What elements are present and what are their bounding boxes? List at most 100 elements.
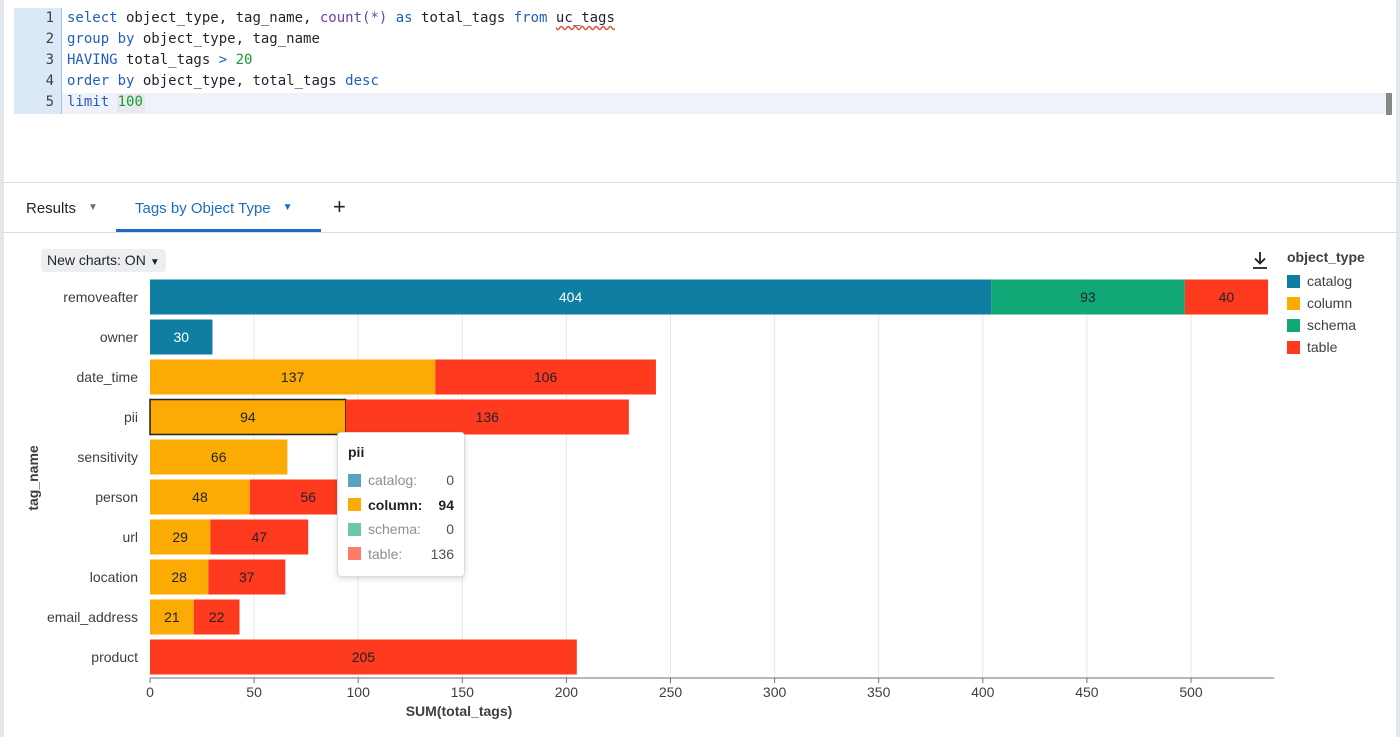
tooltip-row-table: table: 136 bbox=[348, 542, 454, 567]
data-label: 94 bbox=[240, 409, 256, 425]
x-tick-label: 100 bbox=[347, 684, 371, 700]
x-tick-label: 450 bbox=[1075, 684, 1099, 700]
y-tick-label: owner bbox=[100, 329, 138, 345]
x-tick-label: 150 bbox=[451, 684, 475, 700]
chevron-down-icon[interactable]: ▼ bbox=[88, 201, 98, 213]
legend-swatch bbox=[1287, 296, 1300, 310]
code-line-4[interactable]: order by object_type, total_tags desc bbox=[67, 73, 379, 89]
legend-item-column[interactable]: column bbox=[1287, 292, 1365, 314]
new-charts-toggle[interactable]: New charts: ON ▼ bbox=[41, 249, 166, 272]
chart-pane bbox=[0, 233, 1400, 737]
bar-owner-catalog[interactable] bbox=[150, 319, 213, 355]
x-tick-label: 500 bbox=[1179, 684, 1203, 700]
tooltip-value: 136 bbox=[430, 545, 454, 562]
data-label: 106 bbox=[534, 369, 558, 385]
chart-tooltip: pii catalog: 0 column: 94 schema: 0 tabl… bbox=[337, 432, 465, 577]
code-line-5[interactable]: limit 100 bbox=[67, 94, 143, 110]
keyword: limit bbox=[67, 94, 110, 110]
bar-location-column[interactable] bbox=[150, 559, 209, 595]
bar-url-table[interactable] bbox=[210, 519, 309, 555]
legend-title: object_type bbox=[1287, 249, 1365, 265]
chevron-down-icon[interactable]: ▼ bbox=[282, 201, 293, 213]
selection-highlight bbox=[117, 94, 145, 113]
data-label: 40 bbox=[1219, 289, 1235, 305]
bar-sensitivity-column[interactable] bbox=[150, 439, 288, 475]
code-text: object_type, total_tags bbox=[134, 73, 346, 89]
function-token: count(*) bbox=[319, 10, 388, 26]
bar-date_time-table[interactable] bbox=[435, 359, 656, 395]
y-tick-label: pii bbox=[124, 409, 138, 425]
keyword: from bbox=[513, 10, 548, 26]
code-line-1[interactable]: select object_type, tag_name, count(*) a… bbox=[67, 10, 615, 26]
download-icon[interactable] bbox=[1251, 250, 1269, 270]
bar-product-table[interactable] bbox=[150, 639, 577, 675]
tab-label: Results bbox=[26, 199, 77, 217]
code-text: object_type, tag_name, bbox=[117, 10, 320, 26]
keyword: group by bbox=[67, 31, 135, 47]
bar-date_time-column[interactable] bbox=[150, 359, 436, 395]
line-number: 4 bbox=[45, 73, 54, 89]
tooltip-row-schema: schema: 0 bbox=[348, 517, 454, 542]
y-tick-label: person bbox=[95, 489, 138, 505]
y-tick-label: email_address bbox=[47, 609, 138, 625]
tooltip-value: 0 bbox=[446, 521, 454, 538]
y-axis-title: tag_name bbox=[25, 445, 41, 511]
keyword: as bbox=[387, 10, 422, 26]
data-label: 137 bbox=[281, 369, 305, 385]
bar-email_address-column[interactable] bbox=[150, 599, 194, 635]
code-line-2[interactable]: group by object_type, tag_name bbox=[67, 31, 320, 47]
result-tabs: Results ▼ Tags by Object Type ▼ + bbox=[0, 183, 1400, 233]
tab-tags-by-object-type[interactable]: Tags by Object Type ▼ bbox=[135, 183, 293, 233]
tooltip-label: table: bbox=[368, 545, 403, 562]
line-number: 3 bbox=[45, 52, 54, 68]
legend-item-schema[interactable]: schema bbox=[1287, 314, 1365, 336]
bar-removeafter-catalog[interactable] bbox=[150, 279, 992, 315]
tooltip-row-column: column: 94 bbox=[348, 493, 454, 518]
bar-person-column[interactable] bbox=[150, 479, 250, 515]
tab-label: Tags by Object Type bbox=[135, 199, 271, 217]
data-label: 404 bbox=[559, 289, 583, 305]
data-label: 28 bbox=[171, 569, 187, 585]
new-charts-label: New charts: ON bbox=[47, 252, 146, 268]
data-label: 30 bbox=[173, 329, 189, 345]
code-text: total_tags bbox=[421, 10, 514, 26]
bar-email_address-table[interactable] bbox=[193, 599, 240, 635]
tooltip-label: catalog: bbox=[368, 472, 418, 489]
active-line-highlight bbox=[62, 93, 1392, 114]
code-line-3[interactable]: HAVING total_tags > 20 bbox=[67, 52, 252, 68]
x-tick-label: 0 bbox=[146, 684, 154, 700]
tooltip-swatch bbox=[348, 498, 361, 512]
keyword: order by bbox=[67, 73, 135, 89]
bar-pii-table[interactable] bbox=[345, 399, 629, 435]
number-literal: 20 bbox=[235, 52, 253, 68]
y-tick-label: location bbox=[90, 569, 138, 585]
tooltip-label: schema: bbox=[368, 521, 421, 538]
add-tab-button[interactable]: + bbox=[333, 194, 346, 219]
table-identifier: uc_tags bbox=[555, 10, 615, 26]
legend-item-catalog[interactable]: catalog bbox=[1287, 270, 1365, 292]
tooltip-value: 94 bbox=[438, 496, 454, 513]
legend-swatch bbox=[1287, 340, 1300, 354]
editor-scrollbar[interactable] bbox=[1386, 93, 1392, 115]
y-tick-label: removeafter bbox=[63, 289, 138, 305]
data-label: 47 bbox=[252, 529, 268, 545]
keyword: select bbox=[67, 10, 118, 26]
x-tick-label: 50 bbox=[246, 684, 262, 700]
sql-editor[interactable]: 1 2 3 4 5 select object_type, tag_name, … bbox=[0, 0, 1400, 183]
code-text: total_tags bbox=[117, 52, 219, 68]
data-label: 66 bbox=[211, 449, 227, 465]
data-label: 21 bbox=[164, 609, 180, 625]
bar-removeafter-table[interactable] bbox=[1184, 279, 1269, 315]
y-tick-label: product bbox=[91, 649, 138, 665]
bar-location-table[interactable] bbox=[208, 559, 286, 595]
legend-item-table[interactable]: table bbox=[1287, 336, 1365, 358]
x-tick-label: 350 bbox=[867, 684, 891, 700]
bar-url-column[interactable] bbox=[150, 519, 211, 555]
operator: > bbox=[218, 52, 228, 68]
line-number-gutter: 1 2 3 4 5 bbox=[14, 8, 62, 114]
data-label: 37 bbox=[239, 569, 255, 585]
tab-results[interactable]: Results ▼ bbox=[26, 183, 98, 233]
data-label: 22 bbox=[209, 609, 225, 625]
tooltip-title: pii bbox=[348, 444, 365, 460]
bar-removeafter-schema[interactable] bbox=[991, 279, 1185, 315]
